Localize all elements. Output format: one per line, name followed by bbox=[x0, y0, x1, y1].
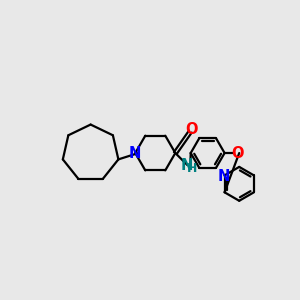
Text: O: O bbox=[231, 146, 244, 160]
Text: N: N bbox=[129, 146, 142, 160]
Text: O: O bbox=[186, 122, 198, 137]
Text: H: H bbox=[187, 162, 197, 176]
Text: N: N bbox=[180, 158, 193, 172]
Text: N: N bbox=[218, 169, 230, 184]
